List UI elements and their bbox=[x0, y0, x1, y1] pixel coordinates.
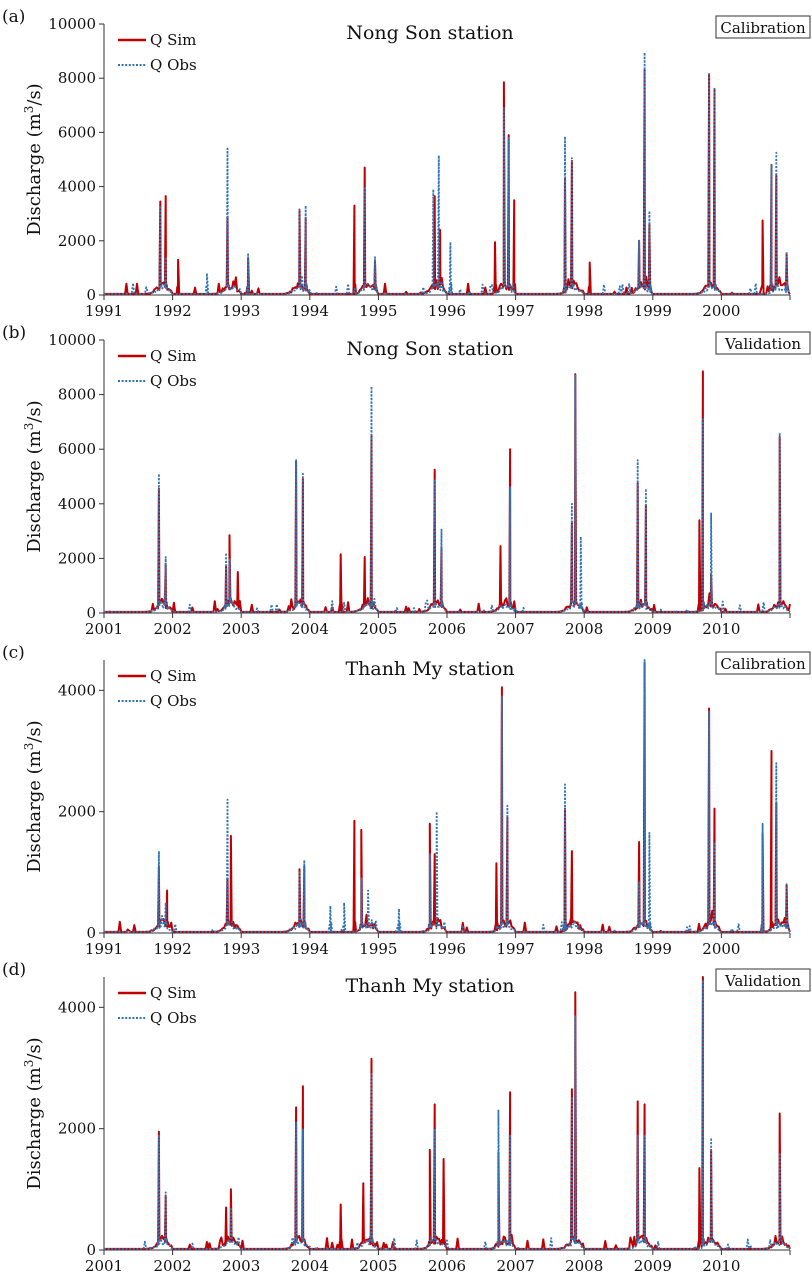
x-tick-label: 1995 bbox=[359, 302, 397, 320]
mode-badge-box bbox=[715, 15, 811, 39]
x-tick-label: 2008 bbox=[565, 1257, 603, 1275]
y-axis-title: Discharge (m3/s) bbox=[22, 720, 45, 872]
mode-badge: Validation bbox=[724, 972, 801, 990]
series-line-q-sim bbox=[104, 662, 791, 933]
chart-panel-2: 0 2000 4000 6000 8000 10000 2001 2002 2003 2004 20… bbox=[2, 323, 811, 638]
series-line-q-obs bbox=[104, 659, 791, 933]
x-tick-label: 1997 bbox=[497, 302, 535, 320]
panel-letter: (c) bbox=[2, 643, 25, 663]
legend-label: Q Obs bbox=[150, 1009, 197, 1027]
x-tick-label: 2006 bbox=[428, 620, 466, 638]
legend-label: Q Obs bbox=[150, 56, 197, 74]
chart-title: Thanh My station bbox=[345, 975, 514, 997]
x-tick-label: 2004 bbox=[291, 1257, 329, 1275]
y-tick-label: 2000 bbox=[58, 1120, 96, 1138]
chart-title: Nong Son station bbox=[346, 22, 513, 44]
legend-label: Q Sim bbox=[150, 347, 196, 365]
y-tick-label: 8000 bbox=[58, 386, 96, 404]
x-tick-label: 2007 bbox=[497, 1257, 535, 1275]
legend-label: Q Sim bbox=[150, 984, 196, 1002]
chart-title: Nong Son station bbox=[346, 338, 513, 360]
y-axis-title: Discharge (m3/s) bbox=[22, 1037, 45, 1189]
x-tick-label: 1994 bbox=[291, 940, 329, 958]
x-tick-label: 2009 bbox=[634, 620, 672, 638]
x-tick-label: 2000 bbox=[702, 302, 740, 320]
x-tick-label: 1995 bbox=[359, 940, 397, 958]
series-line-q-sim bbox=[104, 69, 791, 295]
x-tick-label: 1996 bbox=[428, 940, 466, 958]
x-tick-label: 2002 bbox=[154, 620, 192, 638]
x-tick-label: 1991 bbox=[85, 302, 123, 320]
x-tick-label: 2009 bbox=[634, 1257, 672, 1275]
y-axis-title: Discharge (m3/s) bbox=[22, 400, 45, 552]
x-tick-label: 1994 bbox=[291, 302, 329, 320]
chart-panel-1: 0 2000 4000 6000 8000 10000 1991 1992 1993 1994 19… bbox=[2, 7, 811, 320]
y-tick-label: 10000 bbox=[48, 331, 96, 349]
x-tick-label: 2001 bbox=[85, 620, 123, 638]
y-tick-label: 0 bbox=[86, 604, 96, 622]
x-tick-label: 1999 bbox=[634, 302, 672, 320]
y-tick-label: 4000 bbox=[58, 681, 96, 699]
x-tick-label: 1998 bbox=[565, 940, 603, 958]
chart-panel-3: 0 2000 4000 1991 1992 1993 1994 1995 1996 1997 199… bbox=[2, 643, 811, 958]
x-tick-label: 2010 bbox=[702, 1257, 740, 1275]
mode-badge: Calibration bbox=[720, 19, 806, 37]
chart-title: Thanh My station bbox=[345, 658, 514, 680]
y-tick-label: 4000 bbox=[58, 495, 96, 513]
x-tick-label: 2005 bbox=[359, 1257, 397, 1275]
panel-letter: (b) bbox=[2, 323, 26, 343]
y-tick-label: 4000 bbox=[58, 178, 96, 196]
mode-badge-box bbox=[715, 331, 811, 355]
x-tick-label: 2004 bbox=[291, 620, 329, 638]
y-tick-label: 2000 bbox=[58, 232, 96, 250]
panel-letter: (a) bbox=[2, 7, 25, 27]
legend-label: Q Obs bbox=[150, 692, 197, 710]
y-tick-label: 4000 bbox=[58, 998, 96, 1016]
mode-badge-box bbox=[715, 968, 811, 992]
series-line-q-obs bbox=[104, 979, 791, 1250]
y-tick-label: 2000 bbox=[58, 803, 96, 821]
series-line-q-sim bbox=[104, 370, 791, 613]
series-line-q-obs bbox=[104, 374, 791, 613]
y-tick-label: 10000 bbox=[48, 15, 96, 33]
x-tick-label: 2002 bbox=[154, 1257, 192, 1275]
x-tick-label: 2006 bbox=[428, 1257, 466, 1275]
x-tick-label: 2000 bbox=[702, 940, 740, 958]
x-tick-label: 1999 bbox=[634, 940, 672, 958]
x-tick-label: 2007 bbox=[497, 620, 535, 638]
x-tick-label: 2008 bbox=[565, 620, 603, 638]
y-tick-label: 8000 bbox=[58, 69, 96, 87]
legend-label: Q Obs bbox=[150, 372, 197, 390]
series-line-q-sim bbox=[104, 976, 791, 1250]
x-tick-label: 2003 bbox=[222, 1257, 260, 1275]
y-tick-label: 6000 bbox=[58, 123, 96, 141]
legend-label: Q Sim bbox=[150, 31, 196, 49]
legend-label: Q Sim bbox=[150, 667, 196, 685]
y-tick-label: 0 bbox=[86, 1241, 96, 1259]
y-axis-title: Discharge (m3/s) bbox=[22, 83, 45, 235]
x-tick-label: 2003 bbox=[222, 620, 260, 638]
x-tick-label: 2001 bbox=[85, 1257, 123, 1275]
mode-badge-box bbox=[715, 651, 811, 675]
y-tick-label: 6000 bbox=[58, 440, 96, 458]
x-tick-label: 2005 bbox=[359, 620, 397, 638]
x-tick-label: 1997 bbox=[497, 940, 535, 958]
x-tick-label: 1992 bbox=[154, 302, 192, 320]
panel-letter: (d) bbox=[2, 960, 26, 980]
y-tick-label: 0 bbox=[86, 286, 96, 304]
x-tick-label: 2010 bbox=[702, 620, 740, 638]
mode-badge: Calibration bbox=[720, 655, 806, 673]
x-tick-label: 1993 bbox=[222, 940, 260, 958]
x-tick-label: 1993 bbox=[222, 302, 260, 320]
y-tick-label: 2000 bbox=[58, 549, 96, 567]
x-tick-label: 1992 bbox=[154, 940, 192, 958]
x-tick-label: 1996 bbox=[428, 302, 466, 320]
x-tick-label: 1998 bbox=[565, 302, 603, 320]
y-tick-label: 0 bbox=[86, 924, 96, 942]
x-tick-label: 1991 bbox=[85, 940, 123, 958]
mode-badge: Validation bbox=[724, 335, 801, 353]
series-line-q-obs bbox=[104, 51, 791, 295]
chart-panel-4: 0 2000 4000 2001 2002 2003 2004 2005 2006 2007 200… bbox=[2, 960, 811, 1275]
